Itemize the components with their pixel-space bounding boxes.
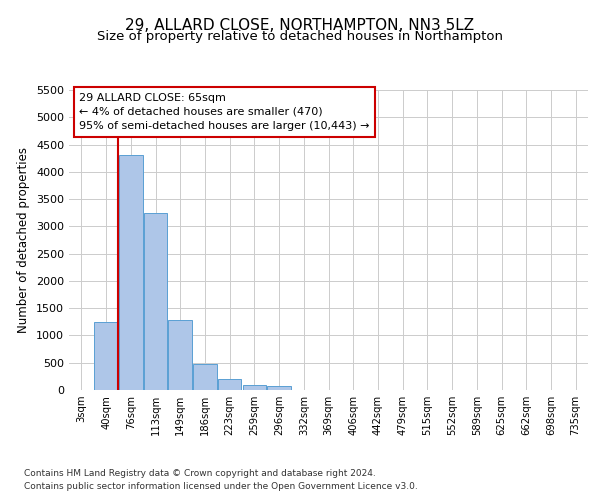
Text: Contains public sector information licensed under the Open Government Licence v3: Contains public sector information licen… <box>24 482 418 491</box>
Bar <box>242 385 266 390</box>
Bar <box>193 364 217 390</box>
Text: 29, ALLARD CLOSE, NORTHAMPTON, NN3 5LZ: 29, ALLARD CLOSE, NORTHAMPTON, NN3 5LZ <box>125 18 475 32</box>
Bar <box>169 320 192 390</box>
Bar <box>268 386 291 390</box>
Text: Contains HM Land Registry data © Crown copyright and database right 2024.: Contains HM Land Registry data © Crown c… <box>24 468 376 477</box>
Text: 29 ALLARD CLOSE: 65sqm
← 4% of detached houses are smaller (470)
95% of semi-det: 29 ALLARD CLOSE: 65sqm ← 4% of detached … <box>79 93 370 131</box>
Bar <box>119 156 143 390</box>
Y-axis label: Number of detached properties: Number of detached properties <box>17 147 31 333</box>
Bar <box>218 379 241 390</box>
Text: Size of property relative to detached houses in Northampton: Size of property relative to detached ho… <box>97 30 503 43</box>
Bar <box>144 212 167 390</box>
Bar <box>94 322 118 390</box>
